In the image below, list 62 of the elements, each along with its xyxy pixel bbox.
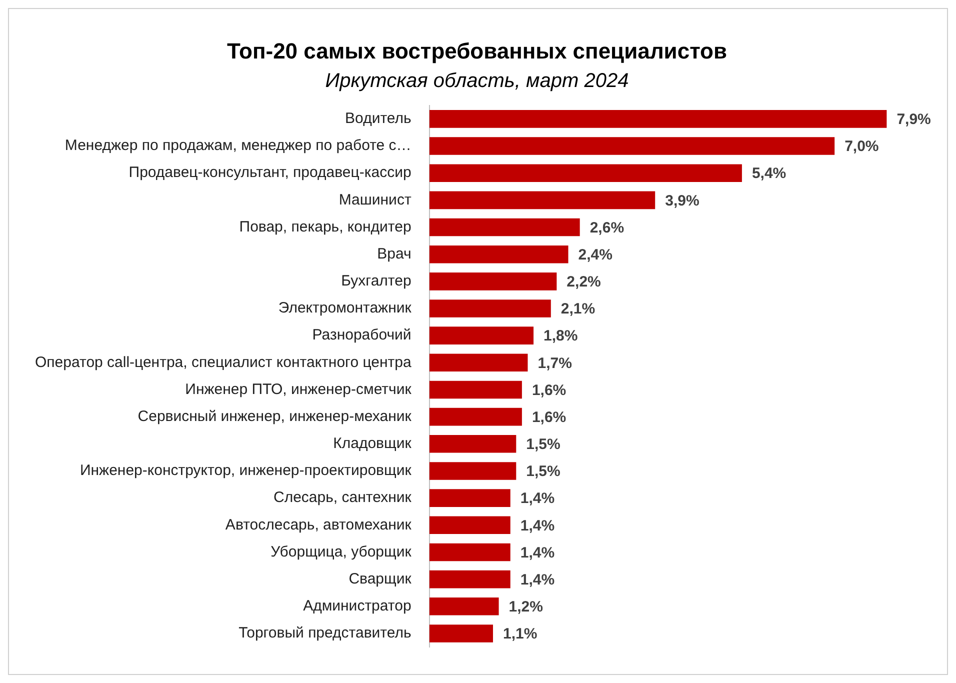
y-tick-label: Оператор call-центра, специалист контактного центра <box>35 354 412 371</box>
bar <box>429 516 510 534</box>
y-tick-label: Электромонтажник <box>278 300 412 317</box>
data-label: 2,4% <box>578 246 612 264</box>
data-label: 7,0% <box>844 138 879 156</box>
data-label: 5,4% <box>752 165 786 182</box>
y-tick-label: Машинист <box>338 191 412 208</box>
bar <box>429 380 522 399</box>
y-tick-label: Инженер ПТО, инженер-сметчик <box>185 380 412 398</box>
data-label: 1,2% <box>508 598 543 616</box>
bar <box>429 164 742 182</box>
y-tick-label: Уборщица, уборщик <box>270 543 412 560</box>
bar <box>429 408 522 426</box>
bar <box>429 354 528 372</box>
y-tick-label: Врач <box>377 245 412 262</box>
y-tick-label: Сервисный инженер, инженер-механик <box>138 408 412 425</box>
bar <box>429 300 551 318</box>
y-tick-label: Инженер-конструктор, инженер-проектировщик <box>80 462 412 480</box>
data-label: 1,4% <box>520 490 555 508</box>
data-label: 1,1% <box>502 626 538 643</box>
bar <box>429 245 568 264</box>
y-tick-label: Менеджер по продажам, менеджер по работе с… <box>64 137 412 154</box>
bar <box>429 272 557 290</box>
data-label: 1,5% <box>526 463 560 480</box>
bar <box>429 218 580 236</box>
y-tick-label: Бухгалтер <box>341 272 412 290</box>
data-label: 7,9% <box>896 111 931 128</box>
y-tick-label: Водитель <box>345 110 412 128</box>
y-tick-label: Продавец-консультант, продавец-кассир <box>128 164 412 182</box>
y-tick-label: Слесарь, сантехник <box>273 489 412 506</box>
data-label: 1,6% <box>532 408 566 426</box>
bar <box>429 489 510 507</box>
bar <box>429 435 516 453</box>
data-label: 2,2% <box>566 274 601 291</box>
data-label: 1,4% <box>520 544 555 562</box>
y-tick-label: Автослесарь, автомеханик <box>225 516 412 534</box>
data-label: 2,6% <box>590 219 624 236</box>
bar <box>429 462 516 480</box>
data-label: 3,9% <box>665 192 700 210</box>
y-tick-label: Администратор <box>303 598 412 615</box>
bar <box>429 570 510 588</box>
chart-title: Топ-20 самых востребованных специалистов <box>226 38 728 64</box>
data-label: 1,4% <box>520 517 555 534</box>
bar <box>429 597 499 616</box>
y-tick-label: Разнорабочий <box>312 326 412 344</box>
data-label: 1,5% <box>526 436 560 454</box>
data-label: 2,1% <box>560 300 596 318</box>
chart-subtitle: Иркутская область, март 2024 <box>325 70 629 92</box>
bar <box>429 326 534 344</box>
y-tick-label: Сварщик <box>348 570 412 588</box>
data-label: 1,8% <box>544 328 578 345</box>
bar <box>429 543 510 562</box>
data-label: 1,4% <box>520 571 555 588</box>
data-label: 1,7% <box>538 354 572 372</box>
y-tick-label: Кладовщик <box>333 435 412 452</box>
bar <box>429 137 835 155</box>
y-tick-label: Торговый представитель <box>238 624 412 642</box>
y-tick-label: Повар, пекарь, кондитер <box>239 218 412 236</box>
bar <box>429 110 887 128</box>
bar <box>429 191 656 210</box>
data-label: 1,6% <box>532 382 566 399</box>
bar <box>429 624 493 642</box>
